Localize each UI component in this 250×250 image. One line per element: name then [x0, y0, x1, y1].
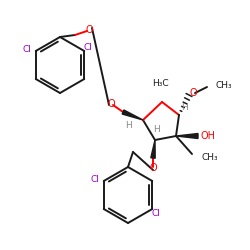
- Text: Cl: Cl: [22, 44, 31, 54]
- Text: H₃C: H₃C: [152, 78, 169, 88]
- Text: CH₃: CH₃: [215, 80, 232, 90]
- Text: Cl: Cl: [84, 42, 93, 51]
- Polygon shape: [151, 140, 155, 158]
- Text: H: H: [154, 126, 160, 134]
- Text: Cl: Cl: [152, 208, 161, 218]
- Text: O: O: [85, 25, 93, 35]
- Text: H: H: [182, 102, 188, 112]
- Text: O: O: [149, 163, 157, 173]
- Text: OH: OH: [200, 131, 216, 141]
- Text: O: O: [107, 99, 115, 109]
- Text: Cl: Cl: [90, 174, 99, 184]
- Text: CH₃: CH₃: [201, 152, 218, 162]
- Text: H: H: [126, 122, 132, 130]
- Polygon shape: [122, 110, 143, 120]
- Text: O: O: [189, 88, 197, 98]
- Polygon shape: [176, 134, 198, 138]
